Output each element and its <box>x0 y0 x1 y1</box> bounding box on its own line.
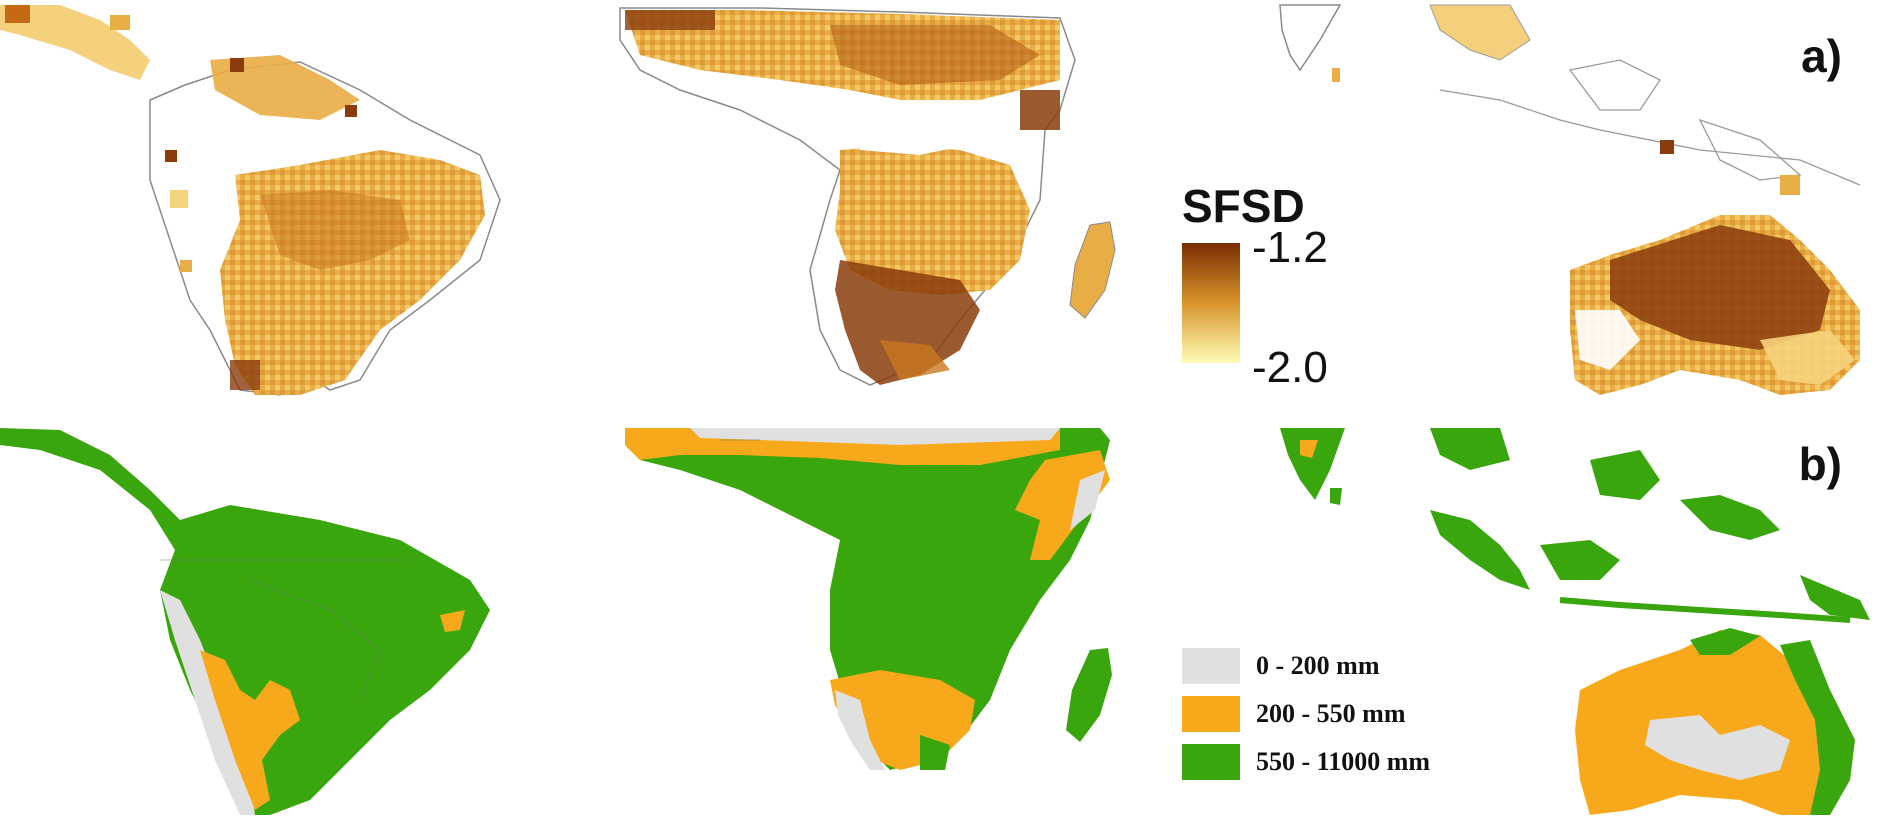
africa-sfsd-map <box>619 7 1116 386</box>
india-outline-a <box>1279 4 1342 82</box>
africa-rainfall-map <box>625 428 1112 770</box>
panel-a-label: a) <box>1801 30 1842 82</box>
south-america-rainfall-map <box>0 428 490 815</box>
sfsd-colorbar <box>1182 243 1240 363</box>
rainfall-legend-swatch-0 <box>1182 648 1240 684</box>
rainfall-legend-label-1: 200 - 550 mm <box>1256 699 1406 728</box>
india-rainfall-map <box>1280 428 1345 505</box>
sfsd-max-label: -1.2 <box>1252 223 1328 272</box>
rainfall-legend: 0 - 200 mm 200 - 550 mm 550 - 11000 mm <box>1182 648 1430 780</box>
australia-sfsd-map <box>1429 4 1861 395</box>
panel-b-label: b) <box>1799 438 1842 490</box>
sfsd-legend: SFSD -1.2 -2.0 <box>1182 180 1328 392</box>
rainfall-legend-label-2: 550 - 11000 mm <box>1256 747 1430 776</box>
australia-rainfall-map <box>1430 428 1870 815</box>
rainfall-legend-swatch-1 <box>1182 696 1240 732</box>
sfsd-min-label: -2.0 <box>1252 343 1328 392</box>
panel-b-rainfall-maps: b) <box>0 428 1870 815</box>
sfsd-legend-title: SFSD <box>1182 180 1305 232</box>
rainfall-legend-swatch-2 <box>1182 744 1240 780</box>
panel-a-sfsd-maps: a) <box>0 4 1861 396</box>
south-america-sfsd-map <box>0 5 501 396</box>
rainfall-legend-label-0: 0 - 200 mm <box>1256 651 1380 680</box>
